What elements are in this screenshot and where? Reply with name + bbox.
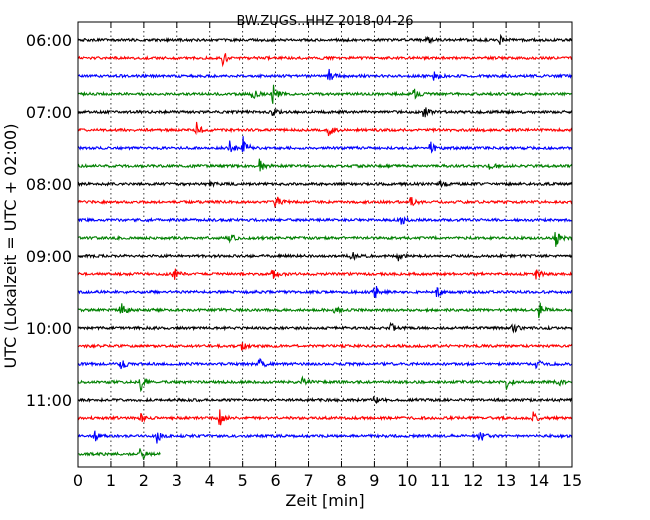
- trace-1130: [77, 430, 573, 444]
- trace-1000: [77, 321, 573, 334]
- trace-1045: [77, 375, 573, 393]
- trace-0945: [78, 302, 573, 319]
- y-tick-label: 07:00: [26, 103, 72, 122]
- trace-0615: [77, 53, 573, 68]
- y-axis-label: UTC (Lokalzeit = UTC + 02:00): [1, 124, 20, 369]
- trace-0700: [77, 107, 573, 118]
- x-axis-label: Zeit [min]: [285, 491, 364, 510]
- trace-0645: [77, 84, 573, 104]
- y-tick-label: 08:00: [26, 175, 72, 194]
- x-tick-label: 9: [369, 471, 379, 490]
- x-tick-label: 8: [336, 471, 346, 490]
- x-tick-label: 10: [397, 471, 417, 490]
- trace-1100: [77, 396, 573, 404]
- y-tick-label: 09:00: [26, 247, 72, 266]
- plot-frame: [77, 21, 573, 468]
- y-tick-label: 10:00: [26, 319, 72, 338]
- x-tick-label: 6: [271, 471, 281, 490]
- x-tick-label: 4: [205, 471, 215, 490]
- trace-1015: [77, 342, 573, 351]
- x-tick-label: 2: [139, 471, 149, 490]
- trace-0815: [77, 196, 573, 209]
- trace-1030: [77, 357, 573, 370]
- x-tick-label: 14: [529, 471, 549, 490]
- trace-0930: [77, 285, 573, 299]
- trace-0715: [78, 121, 573, 137]
- axis-ticks: 0 1 2 3 4 5 6 7 8 9 10 11 12 13 14 1506:0007:0008:0009:…: [26, 22, 582, 490]
- trace-0800: [77, 180, 573, 189]
- x-tick-label: 7: [303, 471, 313, 490]
- x-tick-label: 11: [430, 471, 450, 490]
- y-tick-label: 06:00: [26, 31, 72, 50]
- trace-0745: [77, 158, 573, 172]
- x-tick-label: 12: [463, 471, 483, 490]
- x-tick-label: 0: [73, 471, 83, 490]
- trace-1115: [77, 409, 573, 426]
- x-tick-label: 13: [496, 471, 516, 490]
- x-tick-label: 15: [562, 471, 582, 490]
- x-tick-label: 1: [106, 471, 116, 490]
- trace-0915: [77, 268, 573, 280]
- trace-0630: [77, 68, 573, 81]
- trace-1145: [77, 448, 161, 460]
- trace-0845: [77, 232, 573, 247]
- trace-0600: [77, 33, 573, 45]
- trace-0830: [77, 216, 573, 225]
- x-tick-label: 3: [172, 471, 182, 490]
- y-tick-label: 11:00: [26, 391, 72, 410]
- seismogram-traces: [77, 33, 573, 460]
- trace-0730: [77, 136, 573, 154]
- trace-0900: [77, 251, 573, 262]
- x-tick-label: 5: [238, 471, 248, 490]
